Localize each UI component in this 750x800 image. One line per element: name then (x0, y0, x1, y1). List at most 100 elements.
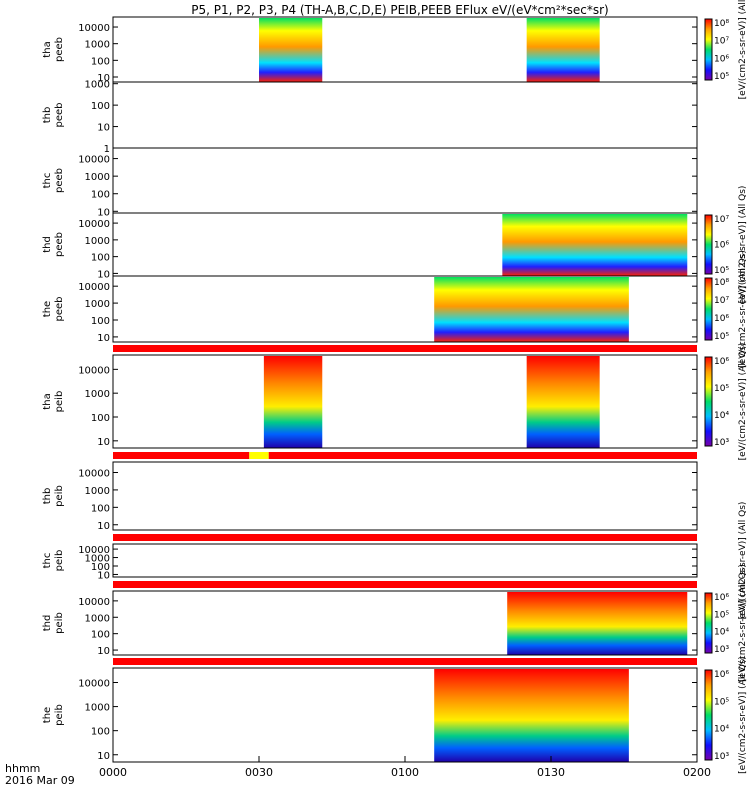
y-tick-label: 10000 (78, 23, 110, 34)
colorbar: 10⁵ 10⁶ 10⁷ [eV/(cm2-s-sr-eV)] (All Qs) (704, 186, 748, 304)
colorbar-title: [eV/(cm2-s-sr-eV)] (All Qs) (738, 250, 748, 368)
spectrogram-block-1 (259, 18, 323, 82)
y-tick-label: 100 (91, 253, 110, 264)
panel-label: thb peib (42, 485, 65, 507)
panel-label: thc peib (42, 550, 65, 572)
y-tick-label: 1 (104, 144, 110, 155)
spectrogram-block-1 (434, 277, 629, 342)
colorbar-tick-label: 10⁷ (714, 296, 729, 306)
panel-label-product: peib (54, 612, 65, 634)
panel-label-probe: thc (42, 173, 53, 189)
spectrogram-block-1 (434, 669, 629, 762)
y-tick-label: 1000 (85, 299, 110, 310)
y-tick-label: 10000 (78, 282, 110, 293)
y-tick-label: 100 (91, 56, 110, 67)
y-tick-label: 100 (91, 316, 110, 327)
colorbar-title: [eV/(cm2-s-sr-eV)] (All Qs) (738, 564, 748, 682)
colorbar-tick-label: 10⁶ (714, 314, 729, 324)
y-tick-label: 100 (91, 727, 110, 738)
spectrogram-block-1 (507, 592, 688, 655)
x-tick-label: 0030 (245, 766, 273, 779)
y-tick-label: 1000 (85, 703, 110, 714)
panel-label-product: peib (54, 485, 65, 507)
colorbar-tick-label: 10⁴ (714, 725, 729, 735)
x-tick-label: 0000 (99, 766, 127, 779)
panel-frame (112, 543, 698, 578)
colorbar: 10⁵ 10⁶ 10⁷ 10⁸ [eV/(cm2-s-sr-eV)] (All (704, 0, 748, 99)
colorbar-tick-label: 10⁶ (714, 593, 729, 603)
y-tick-label: 10 (97, 123, 110, 134)
y-tick-label: 10000 (78, 365, 110, 376)
panel-label-product: peeb (54, 37, 65, 62)
y-tick-label: 1000 (85, 389, 110, 400)
y-tick-label: 1000 (85, 80, 110, 91)
panel-label-probe: thb (42, 488, 53, 505)
x-tick-label: 0200 (683, 766, 711, 779)
spectrogram-block-1 (263, 356, 323, 448)
colorbar-tick-label: 10⁷ (714, 37, 729, 47)
flag-bar-4 (113, 581, 697, 588)
panel-frame (112, 275, 698, 343)
panel-frame (112, 354, 698, 449)
colorbar-bar (704, 214, 713, 275)
colorbar-tick-label: 10⁵ (714, 697, 729, 707)
y-tick-label: 100 (91, 630, 110, 641)
flag-bar-5 (113, 658, 697, 665)
y-tick-label: 10 (97, 646, 110, 657)
spectrogram-block-1 (502, 214, 688, 276)
panel-label-probe: thd (42, 236, 53, 253)
panel-label-probe: the (42, 301, 53, 317)
flag-bar-1 (113, 345, 697, 352)
y-tick-label: 1000 (85, 486, 110, 497)
flag-segment-red (113, 581, 697, 588)
y-tick-label: 10000 (78, 219, 110, 230)
y-tick-label: 10000 (78, 678, 110, 689)
y-tick-label: 10 (97, 207, 110, 218)
y-tick-label: 1000 (85, 613, 110, 624)
panel-label-probe: tha (42, 393, 53, 409)
panel-label-probe: thd (42, 615, 53, 632)
y-tick-label: 10000 (78, 155, 110, 166)
panel-stack: 10 100 1000 10000 tha peeb 10⁵ 10⁶ 10⁷ 10⁸ [eV/(cm… (42, 0, 748, 774)
colorbar-title: [eV/(cm2-s-sr-eV)] (All Qs) (738, 186, 748, 304)
panel-label: the peeb (42, 297, 65, 322)
y-tick-label: 100 (91, 562, 110, 573)
colorbar-tick-label: 10⁶ (714, 241, 729, 251)
panel-label: thd peeb (42, 232, 65, 257)
colorbar-tick-label: 10⁸ (714, 19, 729, 29)
colorbar-tick-label: 10⁵ (714, 332, 729, 342)
y-tick-label: 10 (97, 333, 110, 344)
flag-segment-red (113, 658, 697, 665)
colorbar: 10³ 10⁴ 10⁵ 10⁶ [eV/(cm2-s-sr-eV)] (All Qs) (704, 564, 748, 682)
y-tick-label: 10 (97, 269, 110, 280)
panel-frame (112, 147, 698, 214)
y-tick-label: 1000 (85, 40, 110, 51)
y-tick-label: 10000 (78, 545, 110, 556)
colorbar-tick-label: 10⁷ (714, 215, 729, 225)
colorbar-tick-label: 10⁵ (714, 72, 729, 82)
y-tick-label: 1000 (85, 236, 110, 247)
panel-label: thd peib (42, 612, 65, 634)
spectrogram-block-2 (526, 356, 600, 448)
panel-label-probe: thb (42, 107, 53, 124)
y-tick-label: 100 (91, 503, 110, 514)
colorbar-tick-label: 10⁶ (714, 54, 729, 64)
spectrogram-block-2 (526, 18, 600, 82)
panel-frame (112, 16, 698, 83)
panel-label: the peib (42, 704, 65, 726)
panel-label-product: peib (54, 550, 65, 572)
y-tick-label: 100 (91, 413, 110, 424)
x-tick-label: 0100 (391, 766, 419, 779)
panel-frame (112, 590, 698, 656)
flag-segment-yellow (249, 452, 269, 459)
colorbar-tick-label: 10³ (714, 438, 729, 448)
panel-thb-peib: 10 100 1000 10000 thb peib (42, 461, 698, 532)
footer-hhmm-label: hhmm (5, 762, 40, 775)
panel-label-product: peeb (54, 168, 65, 193)
colorbar-title: [eV/(cm2-s-sr-eV)] (All (738, 0, 748, 99)
flag-bar-3 (113, 534, 697, 541)
panel-frame (112, 461, 698, 531)
